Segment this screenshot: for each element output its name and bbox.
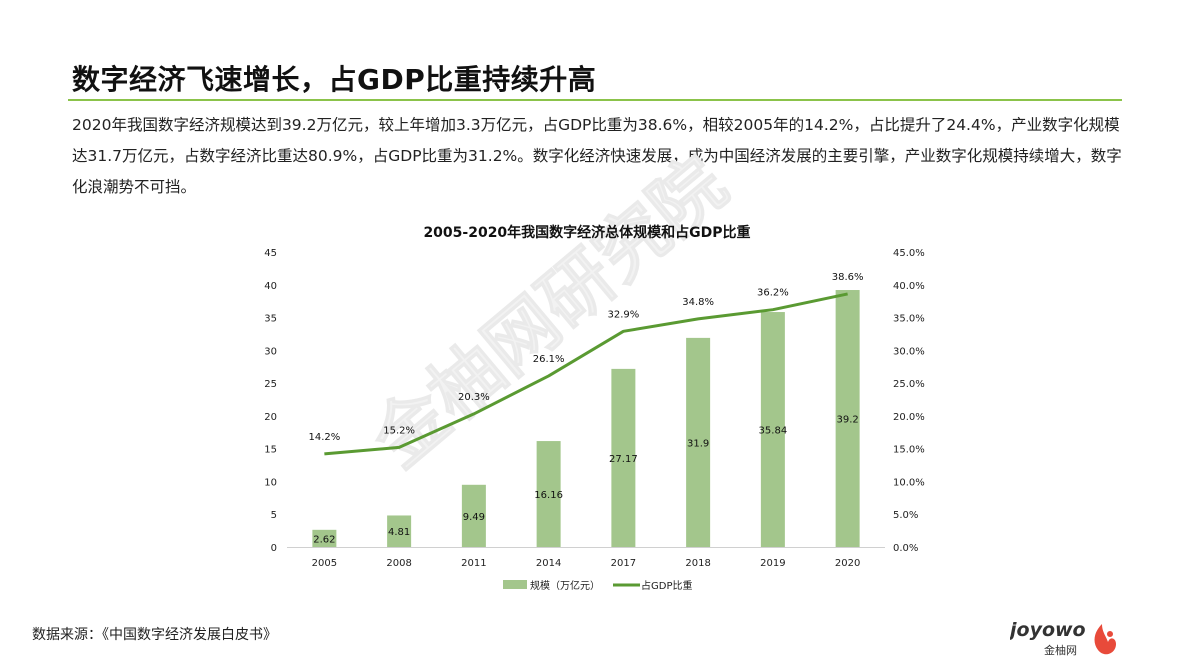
right-axis-tick: 0.0% [893, 543, 918, 554]
bar-2005 [312, 529, 337, 547]
bar-2008 [387, 515, 412, 547]
chart-title: 2005-2020年我国数字经济总体规模和占GDP比重 [423, 224, 750, 241]
x-axis-tick: 2005 [312, 558, 337, 569]
line-label: 26.1% [533, 354, 565, 365]
left-axis-tick: 20 [264, 412, 277, 423]
right-axis-tick: 5.0% [893, 510, 918, 521]
line-label: 15.2% [383, 425, 415, 436]
line-label: 34.8% [682, 297, 714, 308]
x-axis-tick: 2014 [536, 558, 561, 569]
data-source: 数据来源：《中国数字经济发展白皮书》 [32, 627, 277, 643]
title-divider [68, 99, 1122, 101]
bar-label: 16.16 [534, 490, 563, 501]
page-title: 数字经济飞速增长，占GDP比重持续升高 [72, 63, 597, 96]
right-axis-tick: 40.0% [893, 281, 925, 292]
line-label: 14.2% [308, 432, 340, 443]
left-axis-tick: 0 [271, 543, 277, 554]
svg-text:金柚网: 金柚网 [1044, 643, 1077, 657]
bar-label: 27.17 [609, 454, 638, 465]
svg-text:joyowo: joyowo [1010, 619, 1086, 641]
right-axis-tick: 25.0% [893, 379, 925, 390]
line-label: 36.2% [757, 288, 789, 299]
bar-2017 [611, 368, 636, 547]
x-axis-tick: 2011 [461, 558, 486, 569]
left-axis-tick: 45 [264, 248, 277, 259]
right-axis-tick: 35.0% [893, 314, 925, 325]
gdp-share-line [324, 292, 848, 456]
x-axis-tick: 2017 [611, 558, 636, 569]
x-axis-tick: 2018 [685, 558, 710, 569]
left-axis-tick: 25 [264, 379, 277, 390]
left-axis-tick: 35 [264, 314, 277, 325]
bar-2019 [760, 312, 785, 547]
right-axis-tick: 15.0% [893, 445, 925, 456]
right-axis-tick: 30.0% [893, 346, 925, 357]
legend-line-label: 占GDP比重 [641, 579, 692, 592]
bar-label: 9.49 [463, 512, 485, 523]
bar-label: 4.81 [388, 527, 410, 538]
right-axis-tick: 45.0% [893, 248, 925, 259]
right-axis-tick: 20.0% [893, 412, 925, 423]
bar-2018 [686, 337, 711, 547]
left-axis-tick: 40 [264, 281, 277, 292]
legend-bar-label: 规模（万亿元） [530, 579, 600, 592]
left-axis-tick: 30 [264, 346, 277, 357]
bar-label: 31.9 [687, 438, 709, 449]
left-axis-tick: 10 [264, 477, 277, 488]
x-axis-tick: 2020 [835, 558, 860, 569]
line-label: 32.9% [607, 309, 639, 320]
x-axis-tick: 2019 [760, 558, 785, 569]
joyowo-logo: joyowo 金柚网 [1010, 619, 1116, 657]
left-axis-tick: 15 [264, 445, 277, 456]
summary-paragraph: 2020年我国数字经济规模达到39.2万亿元，较上年增加3.3万亿元，占GDP比… [72, 116, 1122, 196]
x-axis-tick: 2008 [386, 558, 411, 569]
bar-label: 35.84 [759, 426, 788, 437]
legend-bar-swatch [503, 580, 527, 589]
left-axis-tick: 5 [271, 510, 277, 521]
bar-label: 39.2 [836, 415, 858, 426]
line-label: 38.6% [832, 272, 864, 283]
bar-label: 2.62 [313, 534, 335, 545]
right-axis-tick: 10.0% [893, 477, 925, 488]
bar-2020 [835, 290, 860, 547]
bar-2011 [461, 484, 486, 547]
line-label: 20.3% [458, 392, 490, 403]
bar-2014 [536, 441, 561, 547]
